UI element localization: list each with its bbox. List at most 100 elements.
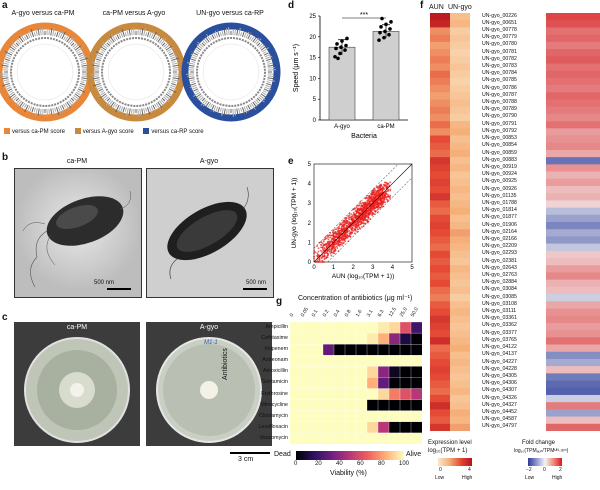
- panel-f-label: f: [420, 0, 424, 11]
- d-ytick-label-4: 20: [309, 35, 316, 41]
- gene-label-34: UN-gyo_02381: [482, 257, 517, 264]
- g-cell-10-6: [355, 432, 368, 444]
- f-cell-aun-39: [430, 294, 450, 302]
- f-cell-ungyo-21: [450, 164, 470, 172]
- f-cell-ungyo-27: [450, 207, 470, 216]
- g-cell-6-8: [377, 388, 390, 400]
- f-cell-ungyo-55: [450, 409, 470, 417]
- gene-label-17: UN-gyo_00853: [482, 135, 517, 142]
- cbar-tick-5: 100: [399, 461, 410, 467]
- f-cell-aun-18: [430, 142, 450, 151]
- g-cell-8-3: [322, 410, 335, 423]
- f-cell-fc-56: [546, 416, 600, 425]
- g-cell-0-7: [366, 322, 379, 334]
- g-cell-6-4: [333, 388, 346, 400]
- g-cell-0-8: [377, 322, 390, 334]
- expression-scatter-plot: 0 1 2 3 4 5 0 1 2 3 4 5 AUN (log₁₀(TPM + 1)) UN-gyo (…: [291, 162, 414, 280]
- f-cell-fc-47: [546, 351, 600, 360]
- f-cell-fc-35: [546, 265, 600, 273]
- gene-label-22: UN-gyo_00924: [482, 171, 517, 178]
- expr-max: 4: [468, 467, 471, 473]
- plate-scale-label: 3 cm: [238, 456, 254, 463]
- f-cell-ungyo-41: [450, 308, 470, 316]
- f-cell-ungyo-7: [450, 63, 470, 71]
- f-cell-ungyo-31: [450, 236, 470, 244]
- f-cell-ungyo-10: [450, 85, 470, 93]
- e-xtick-5: 5: [410, 265, 414, 271]
- panel-e-label: e: [288, 156, 294, 167]
- f-cell-fc-6: [546, 56, 600, 64]
- e-ytick-0: 0: [308, 260, 312, 266]
- d-ytick-label-5: 25: [309, 14, 316, 20]
- f-cell-ungyo-29: [450, 222, 470, 230]
- antibiotic-label-10: Vancomycin: [259, 434, 288, 441]
- gene-label-55: UN-gyo_04452: [482, 408, 517, 415]
- d-point-0-2: [343, 48, 347, 52]
- d-point-0-4: [339, 45, 343, 49]
- gene-label-29: UN-gyo_01906: [482, 221, 517, 228]
- g-cell-5-9: [388, 377, 401, 389]
- d-point-0-6: [335, 42, 339, 46]
- f-cell-fc-10: [546, 85, 600, 93]
- g-cell-10-11: [410, 432, 422, 444]
- d-ytick-label-3: 15: [309, 56, 316, 62]
- f-cell-aun-13: [430, 106, 450, 115]
- f-cell-aun-7: [430, 63, 450, 71]
- f-cell-ungyo-5: [450, 49, 470, 57]
- g-cell-8-1: [300, 410, 313, 423]
- f-cell-fc-37: [546, 279, 600, 288]
- g-cell-0-4: [333, 322, 346, 334]
- f-cell-aun-34: [430, 258, 450, 266]
- f-cell-aun-5: [430, 49, 450, 57]
- g-cell-0-11: [410, 322, 422, 334]
- gene-label-4: UN-gyo_00780: [482, 41, 517, 48]
- legend-a-swatch: [4, 128, 10, 134]
- f-cell-ungyo-17: [450, 135, 470, 144]
- f-cell-aun-3: [430, 34, 450, 43]
- gene-label-47: UN-gyo_04137: [482, 351, 517, 358]
- f-cell-aun-49: [430, 366, 450, 374]
- g-cell-9-1: [300, 421, 313, 434]
- f-cell-aun-17: [430, 135, 450, 144]
- f-cell-ungyo-6: [450, 56, 470, 64]
- gene-label-14: UN-gyo_00790: [482, 113, 517, 120]
- g-cell-0-6: [355, 322, 368, 334]
- d-point-0-1: [338, 51, 342, 56]
- gene-label-12: UN-gyo_00788: [482, 99, 517, 106]
- antibiotic-label-8: Clindamycin: [259, 412, 288, 419]
- g-cell-10-0: [290, 432, 302, 444]
- gene-label-0: UN-gyo_00226: [482, 12, 517, 19]
- f-cell-fc-53: [546, 394, 600, 403]
- conc-label-8: 6.3: [376, 308, 386, 318]
- f-cell-fc-1: [546, 20, 600, 28]
- panel-b-label: b: [2, 152, 9, 163]
- g-cell-2-3: [322, 344, 335, 356]
- fc-tick-min: −2: [526, 467, 532, 473]
- d-significance: ***: [360, 12, 368, 19]
- legend-b-swatch: [74, 128, 81, 134]
- f-cell-ungyo-48: [450, 358, 470, 367]
- f-cell-aun-54: [430, 402, 450, 410]
- f-cell-ungyo-37: [450, 279, 470, 288]
- g-cell-5-5: [344, 377, 357, 389]
- f-cell-aun-1: [430, 20, 450, 28]
- em-right-title: A-gyo: [199, 158, 219, 165]
- g-cell-8-5: [344, 410, 357, 423]
- g-cell-10-10: [399, 432, 412, 444]
- f-cell-fc-14: [546, 113, 600, 122]
- g-cell-7-0: [290, 399, 302, 412]
- f-cell-fc-32: [546, 243, 600, 252]
- f-cell-fc-52: [546, 387, 600, 396]
- f-cell-aun-40: [430, 301, 450, 309]
- e-xtick-0: 0: [312, 265, 316, 271]
- g-cell-3-0: [290, 355, 302, 367]
- antibiotic-label-2: Imipenem: [264, 346, 288, 353]
- g-cell-4-6: [355, 366, 368, 378]
- f-cell-ungyo-25: [450, 193, 470, 201]
- antibiotic-label-5: Gentamicin: [261, 379, 288, 386]
- g-cell-5-4: [333, 377, 346, 389]
- gene-label-52: UN-gyo_04307: [482, 387, 517, 394]
- f-cell-fc-22: [546, 171, 600, 180]
- g-cell-9-7: [366, 421, 379, 434]
- g-cell-5-10: [399, 377, 412, 389]
